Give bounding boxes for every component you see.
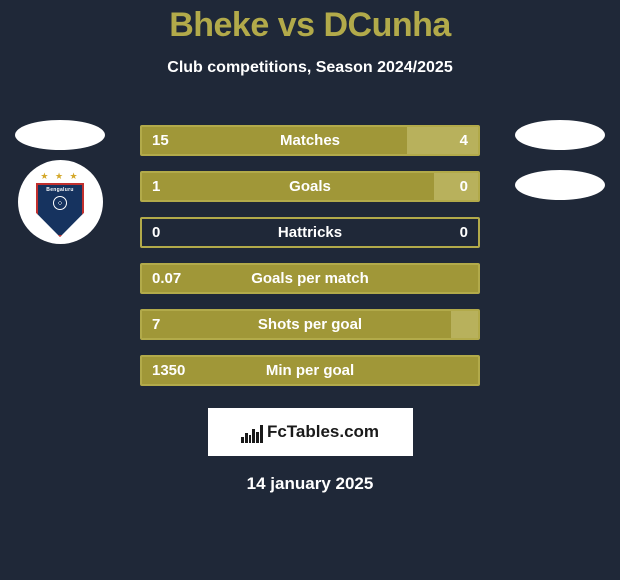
- stat-bar-row: 0.07 Goals per match: [140, 263, 480, 294]
- bar-left-value: 1350: [152, 362, 185, 379]
- stat-bar-row: 7 Shots per goal: [140, 309, 480, 340]
- logo-bar: [256, 432, 259, 443]
- subtitle: Club competitions, Season 2024/2025: [167, 59, 452, 77]
- bar-fill-right: [434, 173, 478, 200]
- bar-right-value: 4: [460, 132, 468, 149]
- logo-bar: [252, 429, 255, 443]
- logo-bar: [260, 425, 263, 443]
- bar-fill-left: [142, 127, 407, 154]
- logo-bar: [249, 435, 252, 443]
- footer-brand-text: FcTables.com: [267, 422, 379, 442]
- page-title: Bheke vs DCunha: [169, 6, 451, 45]
- bar-label: Goals per match: [251, 270, 369, 287]
- footer-brand-box: FcTables.com: [208, 408, 413, 456]
- stat-bar-row: 0 Hattricks 0: [140, 217, 480, 248]
- bar-label: Min per goal: [266, 362, 354, 379]
- left-player-badge: ★ ★ ★ Bengaluru: [18, 160, 103, 244]
- logo-bar: [241, 437, 244, 443]
- right-player-silhouette: [515, 120, 605, 150]
- right-player-badge-placeholder: [515, 170, 605, 200]
- left-player-silhouette: [15, 120, 105, 150]
- bar-left-value: 1: [152, 178, 160, 195]
- stat-bars: 15 Matches 4 1 Goals 0 0 Hattricks 0 0.07 Goals pe…: [140, 125, 480, 386]
- bar-right-value: 0: [460, 224, 468, 241]
- bar-left-value: 7: [152, 316, 160, 333]
- bar-label: Shots per goal: [258, 316, 362, 333]
- bar-left-value: 0.07: [152, 270, 181, 287]
- bar-left-value: 15: [152, 132, 169, 149]
- infographic-container: Bheke vs DCunha Club competitions, Seaso…: [0, 0, 620, 580]
- logo-bar: [245, 433, 248, 443]
- bar-label: Goals: [289, 178, 331, 195]
- fctables-logo-icon: [241, 421, 263, 443]
- badge-text: Bengaluru: [46, 187, 73, 193]
- bar-label: Matches: [280, 132, 340, 149]
- right-player-column: [510, 120, 610, 200]
- date-text: 14 january 2025: [247, 474, 374, 494]
- bar-fill-right: [451, 311, 478, 338]
- badge-ball-icon: [53, 196, 67, 210]
- stat-bar-row: 1350 Min per goal: [140, 355, 480, 386]
- badge-stars-icon: ★ ★ ★: [40, 171, 79, 182]
- bar-right-value: 0: [460, 178, 468, 195]
- stat-bar-row: 15 Matches 4: [140, 125, 480, 156]
- bar-left-value: 0: [152, 224, 160, 241]
- badge-shield-icon: Bengaluru: [36, 183, 84, 237]
- left-player-column: ★ ★ ★ Bengaluru: [10, 120, 110, 244]
- bar-label: Hattricks: [278, 224, 342, 241]
- stat-bar-row: 1 Goals 0: [140, 171, 480, 202]
